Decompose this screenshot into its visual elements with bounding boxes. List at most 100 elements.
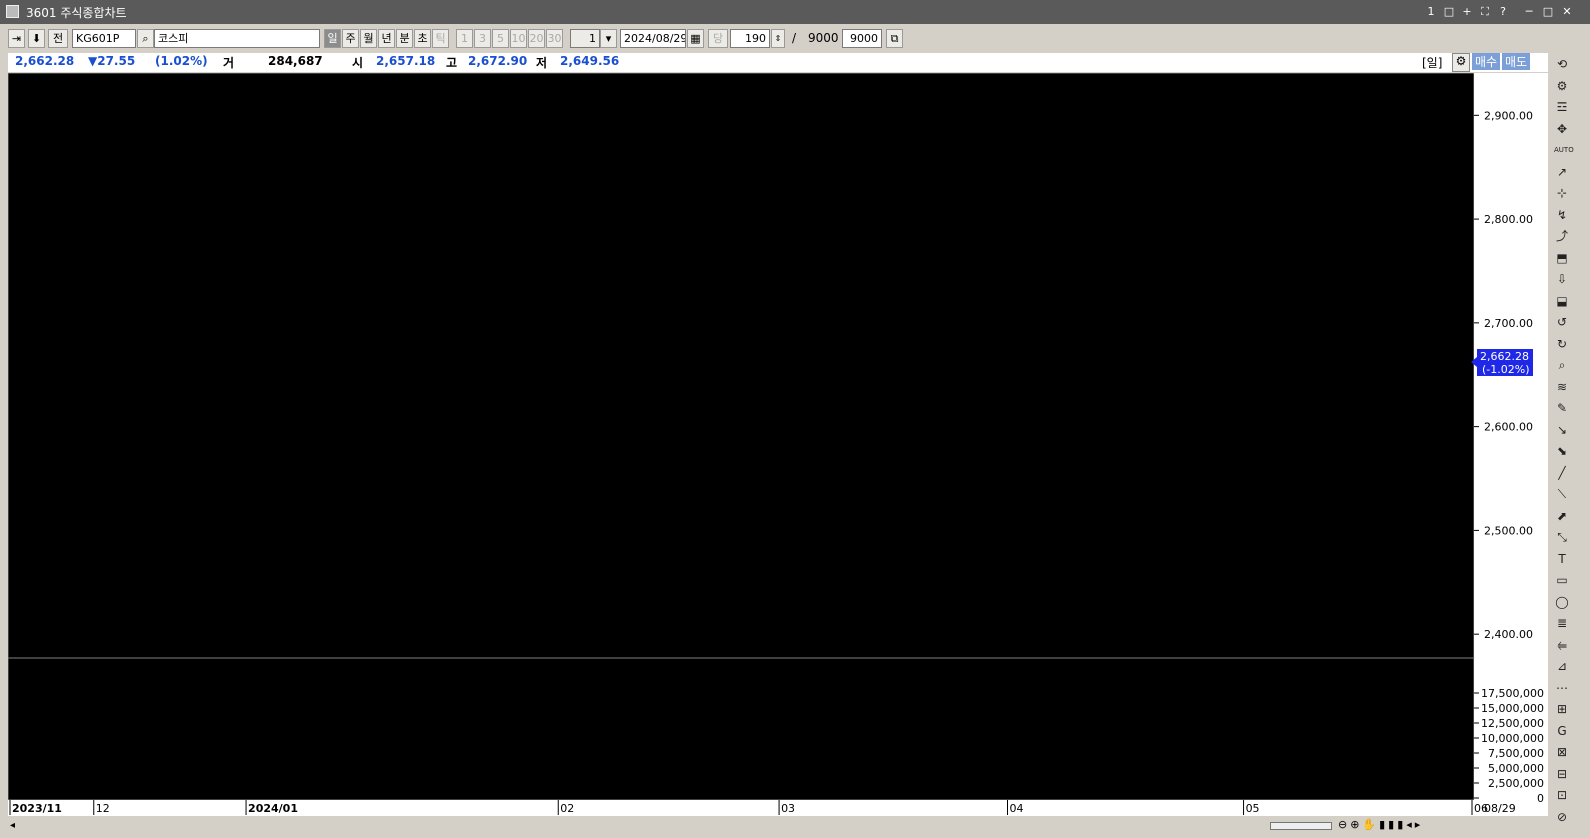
minimize-icon[interactable]: ─ — [1525, 5, 1533, 18]
zoom-slider[interactable] — [1270, 822, 1332, 830]
close-icon[interactable]: ✕ — [1562, 5, 1572, 18]
current-count-button[interactable]: 당 — [708, 29, 728, 48]
pin-icon[interactable]: 1 — [1427, 5, 1435, 18]
tool-icon[interactable]: ↻ — [1556, 336, 1568, 351]
total-count: 9000 — [808, 31, 839, 45]
period-tick[interactable]: 틱 — [432, 29, 449, 48]
tool-icon[interactable]: ⥢ — [1557, 637, 1567, 652]
period-month[interactable]: 월 — [360, 29, 377, 48]
tool-icon[interactable]: ⌕ — [1558, 358, 1566, 372]
search-icon[interactable]: ⌕ — [137, 29, 154, 48]
tool-icon[interactable]: ↗ — [1556, 164, 1568, 179]
y-tick-label: 2,500.00 — [1484, 524, 1533, 537]
tool-icon[interactable]: ⊘ — [1556, 809, 1568, 824]
tool-icon[interactable]: ⊠ — [1556, 745, 1568, 759]
help-icon[interactable]: ? — [1500, 5, 1506, 18]
quote-bar: 2,662.28 ▼27.55 (1.02%) 거 284,687 시 2,65… — [8, 53, 1548, 72]
y-tick-label: 2,400.00 — [1484, 628, 1533, 641]
interval-5[interactable]: 5 — [492, 29, 509, 48]
prev-code-button[interactable]: 전 — [48, 29, 68, 48]
chevron-down-icon[interactable]: ▾ — [600, 29, 617, 48]
export-icon[interactable]: ⧉ — [886, 29, 903, 48]
tool-icon[interactable]: T — [1558, 551, 1566, 566]
tool-icon[interactable]: ⚙ — [1556, 78, 1568, 93]
spinner-icon[interactable]: ⇕ — [771, 29, 785, 48]
tool-icon[interactable]: ⬓ — [1556, 293, 1568, 308]
interval-3[interactable]: 3 — [474, 29, 491, 48]
period-year[interactable]: 년 — [378, 29, 395, 48]
tool-icon[interactable]: ⇩ — [1556, 272, 1568, 286]
download-icon[interactable]: ⬇ — [28, 29, 45, 48]
tool-icon[interactable]: ⊿ — [1556, 659, 1568, 673]
volume-label: 거 — [223, 56, 235, 70]
tool-icon[interactable]: ☲ — [1556, 100, 1568, 114]
chart-area[interactable]: ▪가격이평 5(2,688.21)▪20(2,646.68)▪60(2,740.… — [8, 73, 1548, 825]
x-tick-label: 03 — [781, 802, 795, 815]
tool-icon[interactable]: ↘ — [1556, 422, 1568, 437]
period-week[interactable]: 주 — [342, 29, 359, 48]
tool-icon[interactable]: ╱ — [1558, 465, 1566, 480]
tool-icon[interactable]: ⊞ — [1556, 702, 1568, 716]
tool-icon[interactable]: ⟍ — [1557, 487, 1567, 501]
y-tick-label: 2,600.00 — [1484, 421, 1533, 434]
tool-icon[interactable]: ⤴ — [1555, 229, 1568, 243]
zoom-controls[interactable]: ⊖⊕✋▮▮▮◂▸ — [1338, 818, 1424, 831]
maximize-icon[interactable]: □ — [1542, 5, 1554, 18]
tool-icon[interactable]: ⤡ — [1557, 530, 1567, 544]
interval-30[interactable]: 30 — [546, 29, 563, 48]
tool-icon[interactable]: ▭ — [1556, 573, 1568, 587]
interval-20[interactable]: 20 — [528, 29, 545, 48]
y-tick-label: 2,900.00 — [1484, 109, 1533, 122]
period-minute[interactable]: 분 — [396, 29, 413, 48]
tool-icon[interactable]: ≣ — [1556, 616, 1568, 630]
tool-icon[interactable]: ◯ — [1555, 594, 1569, 609]
link-arrow-icon[interactable]: ⇥ — [8, 29, 25, 48]
y-tick-label: 2,800.00 — [1484, 213, 1533, 226]
tool-icon[interactable]: ↯ — [1556, 207, 1568, 222]
x-tick-label: 05 — [1246, 802, 1260, 815]
restore-icon[interactable]: □ — [1443, 5, 1455, 18]
stock-code-input[interactable]: KG601P — [72, 29, 136, 48]
tool-icon[interactable]: ⊟ — [1556, 766, 1568, 781]
high-value: 2,672.90 — [468, 54, 528, 68]
tool-icon[interactable]: ⬊ — [1556, 444, 1568, 458]
tool-icon[interactable]: ⟲ — [1556, 57, 1568, 71]
sell-button[interactable]: 매도 — [1502, 53, 1530, 70]
volume-tick-label: 10,000,000 — [1481, 732, 1544, 745]
tool-icon[interactable]: ↺ — [1556, 315, 1568, 329]
tool-icon[interactable]: G — [1557, 723, 1567, 738]
count-input[interactable]: 190 — [730, 29, 770, 48]
chart-mode-label[interactable]: [일] — [1422, 56, 1443, 70]
current-price-label: 2,662.28 — [1480, 350, 1529, 363]
scroll-bar[interactable]: ◂ ⊖⊕✋▮▮▮◂▸ — [8, 816, 1548, 838]
stock-name-field[interactable]: 코스피 — [154, 29, 320, 48]
tool-icon[interactable]: ⊡ — [1556, 788, 1568, 802]
tool-icon[interactable]: ⋯ — [1556, 680, 1568, 695]
period-second[interactable]: 초 — [414, 29, 431, 48]
tool-icon[interactable]: ⬈ — [1556, 508, 1568, 523]
fullscreen-icon[interactable]: ⛶ — [1481, 5, 1489, 18]
x-tick-label: 06 — [1474, 802, 1488, 815]
tool-icon[interactable]: ⊹ — [1556, 186, 1568, 200]
scroll-left-icon[interactable]: ◂ — [10, 820, 16, 831]
tool-icon[interactable]: ✎ — [1556, 401, 1568, 415]
tool-icon[interactable]: ≋ — [1556, 379, 1568, 394]
tool-icon[interactable]: AUTO — [1554, 146, 1574, 154]
interval-10[interactable]: 10 — [510, 29, 527, 48]
total-count-input[interactable]: 9000 — [842, 29, 882, 48]
app-icon[interactable] — [6, 5, 19, 18]
chart-svg[interactable]: ▪가격이평 5(2,688.21)▪20(2,646.68)▪60(2,740.… — [8, 73, 1548, 816]
calendar-icon[interactable]: ▦ — [687, 29, 704, 48]
buy-button[interactable]: 매수 — [1472, 53, 1500, 70]
tool-icon[interactable]: ✥ — [1556, 121, 1568, 136]
settings-gear-icon[interactable]: ⚙ — [1452, 53, 1470, 72]
period-day[interactable]: 일 — [324, 29, 341, 48]
volume-tick-label: 15,000,000 — [1481, 702, 1544, 715]
price-change: ▼27.55 — [88, 54, 136, 68]
volume-tick-label: 12,500,000 — [1481, 717, 1544, 730]
tool-icon[interactable]: ⬒ — [1556, 250, 1568, 265]
add-window-icon[interactable]: + — [1462, 5, 1472, 18]
interval-1[interactable]: 1 — [456, 29, 473, 48]
interval-input[interactable]: 1 — [570, 29, 600, 48]
date-input[interactable]: 2024/08/29 — [620, 29, 686, 48]
